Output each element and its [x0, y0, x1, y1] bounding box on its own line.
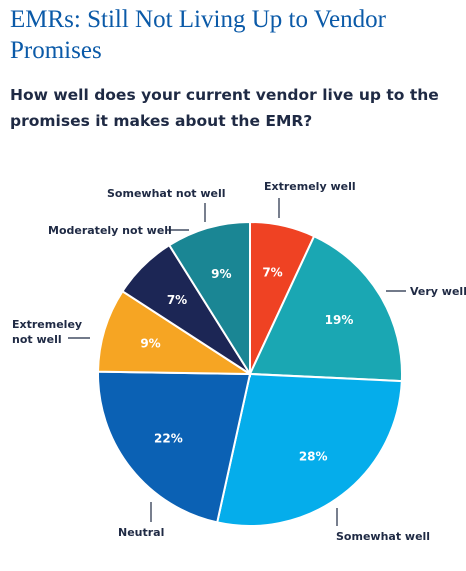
slice-category-label: Moderately not well [48, 224, 172, 237]
slice-category-label: Neutral [118, 526, 164, 539]
pie-slice [97, 370, 252, 524]
slice-value-label: 22% [154, 432, 183, 446]
chart-title: EMRs: Still Not Living Up to Vendor Prom… [10, 6, 386, 64]
slice-value-label: 7% [167, 293, 187, 307]
pie-slice [167, 220, 251, 378]
pie-slice [215, 372, 403, 527]
slice-category-label: Somewhat well [336, 530, 430, 543]
slice-value-label: 9% [140, 337, 160, 351]
slice-category-label: Extremely well [264, 180, 356, 193]
pie-slice [248, 234, 403, 383]
slice-value-label: 28% [299, 450, 328, 464]
slice-category-label: Very well [410, 285, 466, 298]
slice-category-label: Somewhat not well [107, 187, 226, 200]
pie-slice [97, 289, 254, 376]
slice-category-label: Extremeley not well [12, 318, 82, 346]
slice-value-label: 19% [325, 313, 354, 327]
slice-value-label: 9% [211, 267, 231, 281]
slice-value-label: 7% [262, 266, 282, 280]
chart-subtitle: How well does your current vendor live u… [10, 86, 439, 130]
